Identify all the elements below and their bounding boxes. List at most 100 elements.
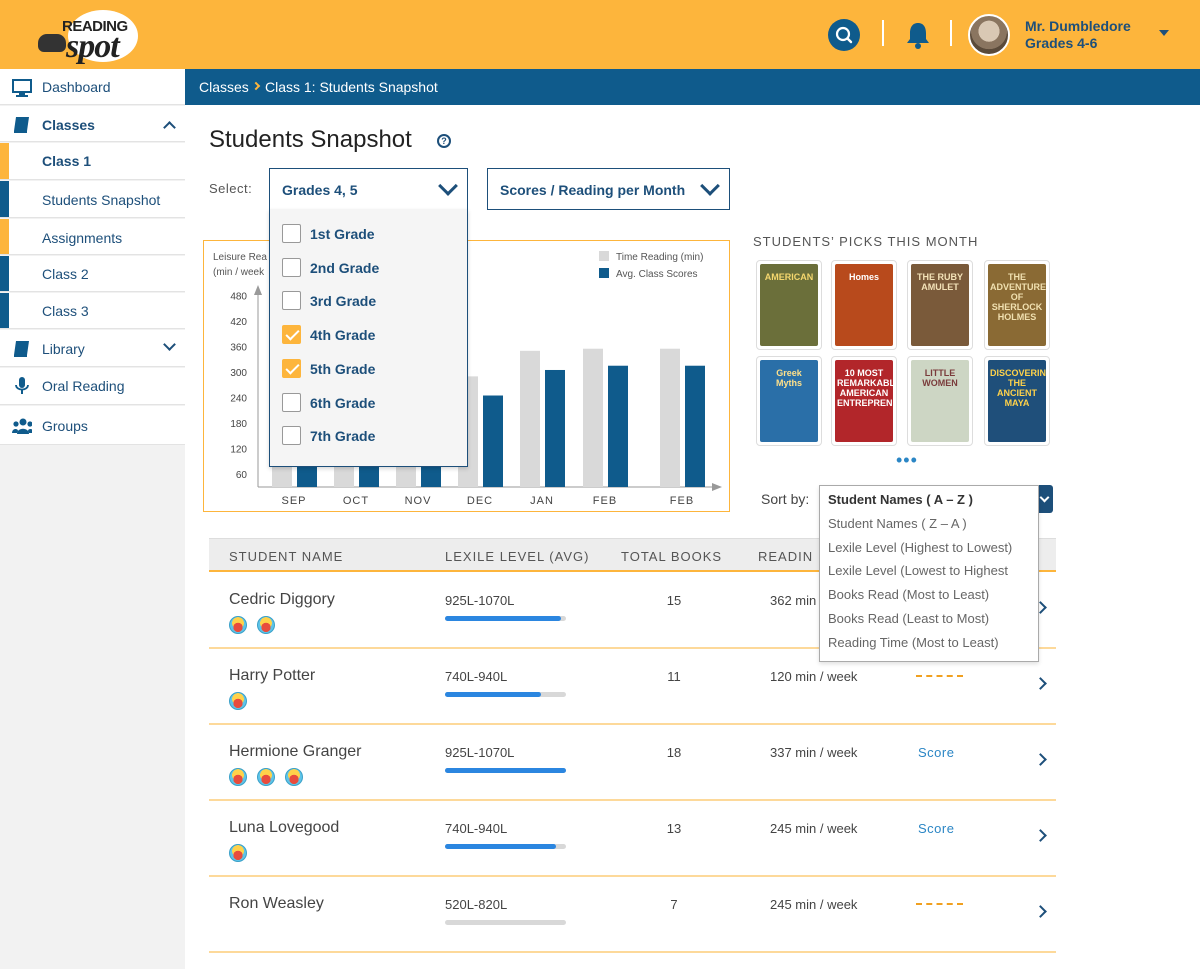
chevron-right-icon[interactable]: [1034, 905, 1047, 918]
sort-option[interactable]: Books Read (Least to Most): [828, 611, 990, 626]
grade-checkbox[interactable]: [282, 325, 301, 345]
book-cover[interactable]: Greek Myths: [756, 356, 822, 446]
sidebar-item-label: Groups: [42, 418, 88, 434]
logo-bottom-text: spot: [66, 28, 120, 65]
grade-select-value: Grades 4, 5: [282, 182, 358, 198]
sidebar-item-library[interactable]: Library: [0, 330, 185, 367]
sort-option[interactable]: Reading Time (Most to Least): [828, 634, 999, 650]
metric-select[interactable]: Scores / Reading per Month: [487, 168, 730, 210]
chevron-right-icon[interactable]: [1034, 829, 1047, 842]
reading-badge-icon: [229, 692, 247, 710]
sort-toggle-button[interactable]: [1037, 485, 1053, 513]
sidebar-item-groups[interactable]: Groups: [0, 406, 185, 445]
student-name[interactable]: Cedric Diggory: [229, 591, 335, 608]
chevron-down-icon[interactable]: [163, 338, 176, 351]
sidebar-item-label: Oral Reading: [42, 378, 125, 394]
sidebar-item-students-snapshot[interactable]: Students Snapshot: [0, 181, 185, 218]
column-header-reading[interactable]: READIN: [758, 549, 814, 564]
grade-option-label: 4th Grade: [310, 327, 376, 344]
chart-y-tick-label: 60: [236, 470, 248, 481]
grade-option-label: 3rd Grade: [310, 293, 377, 310]
student-name[interactable]: Harry Potter: [229, 667, 316, 684]
reading-time: 120 min / week: [770, 669, 858, 684]
header-divider: [882, 20, 884, 46]
sidebar-accent-bar: [0, 293, 9, 328]
metric-select-value: Scores / Reading per Month: [500, 182, 686, 198]
avatar[interactable]: [968, 14, 1010, 56]
table-row[interactable]: Luna Lovegood 740L-940L 13 245 min / week Sc…: [209, 801, 1056, 877]
grade-checkbox[interactable]: [282, 257, 301, 277]
grade-select[interactable]: Grades 4, 5: [269, 168, 468, 210]
search-button[interactable]: [828, 19, 860, 51]
column-header-lexile[interactable]: LEXILE LEVEL (AVG): [445, 549, 590, 564]
help-icon[interactable]: ?: [437, 134, 451, 148]
book-cover[interactable]: DISCOVERING THE ANCIENT MAYA: [984, 356, 1050, 446]
chevron-down-icon: [700, 176, 720, 196]
sidebar-item-class-3[interactable]: Class 3: [0, 293, 185, 329]
book-cover[interactable]: LITTLE WOMEN: [907, 356, 973, 446]
sort-option[interactable]: Lexile Level (Highest to Lowest): [828, 539, 1013, 555]
grade-checkbox[interactable]: [282, 358, 301, 378]
sidebar-item-classes[interactable]: Classes: [0, 106, 185, 142]
grade-checkbox[interactable]: [282, 291, 301, 311]
chart-bar-score: [608, 365, 628, 487]
book-cover[interactable]: 10 MOST REMARKABLE AMERICAN ENTREPRENEUR…: [831, 356, 897, 446]
user-name[interactable]: Mr. Dumbledore: [1025, 18, 1131, 34]
lexile-level: 925L-1070L: [445, 745, 515, 760]
score-link[interactable]: Score: [918, 745, 955, 760]
book-cover[interactable]: Homes: [831, 260, 897, 350]
book-cover[interactable]: THE RUBY AMULET: [907, 260, 973, 350]
total-books: 11: [667, 669, 681, 684]
student-name[interactable]: Ron Weasley: [229, 895, 324, 912]
chart-bar-score: [545, 369, 565, 487]
chart-y-tick-label: 240: [230, 394, 247, 405]
sidebar-item-class-1[interactable]: Class 1: [0, 143, 185, 180]
sort-option[interactable]: Lexile Level (Lowest to Highest: [828, 563, 1008, 579]
table-row[interactable]: Hermione Granger 925L-1070L 18 337 min / we…: [209, 725, 1056, 801]
logo-circle: [68, 10, 138, 62]
lexile-level: 740L-940L: [445, 669, 508, 684]
sort-option[interactable]: Student Names ( A – Z ): [828, 492, 973, 507]
sidebar-item-assignments[interactable]: Assignments: [0, 219, 185, 255]
user-grades[interactable]: Grades 4-6: [1025, 35, 1098, 51]
reading-spot-logo[interactable]: READING spot: [38, 10, 138, 65]
breadcrumb-classes-link[interactable]: Classes: [199, 79, 249, 95]
chart-y-tick-label: 360: [230, 343, 247, 354]
table-row[interactable]: Ron Weasley 520L-820L 7 245 min / week: [209, 877, 1056, 953]
chart-x-tick-label: OCT: [343, 495, 369, 507]
table-row[interactable]: Harry Potter 740L-940L 11 120 min / week: [209, 649, 1056, 725]
reading-time: 245 min / week: [770, 821, 858, 836]
book-cover[interactable]: THE ADVENTURES OF SHERLOCK HOLMES: [984, 260, 1050, 350]
column-header-books[interactable]: TOTAL BOOKS: [621, 549, 723, 564]
grade-checkbox[interactable]: [282, 224, 301, 243]
book-title: Homes: [848, 272, 879, 282]
notifications-button[interactable]: [904, 20, 932, 50]
student-name[interactable]: Hermione Granger: [229, 743, 362, 760]
book-title: 10 MOST REMARKABLE AMERICAN ENTREPRENEUR…: [837, 368, 893, 408]
reading-time: 362 min: [770, 593, 817, 608]
chevron-right-icon[interactable]: [1034, 677, 1047, 690]
reading-time: 337 min / week: [770, 745, 858, 760]
sidebar-item-label: Class 3: [42, 303, 89, 319]
student-name[interactable]: Luna Lovegood: [229, 819, 340, 836]
chevron-right-icon[interactable]: [1034, 753, 1047, 766]
grade-checkbox[interactable]: [282, 392, 301, 412]
score-link[interactable]: Score: [918, 821, 955, 836]
reading-time: 245 min / week: [770, 897, 858, 912]
chevron-up-icon[interactable]: [163, 121, 176, 134]
sidebar-item-oral-reading[interactable]: Oral Reading: [0, 368, 185, 405]
sidebar-item-class-2[interactable]: Class 2: [0, 256, 185, 292]
grade-dropdown-list: 1st Grade 2nd Grade 3rd Grade 4th Grade 5th …: [269, 209, 468, 467]
chevron-down-icon[interactable]: [1159, 30, 1169, 36]
column-header-name[interactable]: STUDENT NAME: [229, 549, 344, 564]
groups-icon: [12, 418, 32, 434]
book-title: AMERICAN: [764, 272, 814, 282]
sort-option[interactable]: Student Names ( Z – A ): [828, 515, 967, 531]
more-books-button[interactable]: •••: [896, 450, 918, 470]
sidebar-item-dashboard[interactable]: Dashboard: [0, 69, 185, 105]
book-cover[interactable]: AMERICAN: [756, 260, 822, 350]
lexile-progress-bar: [445, 692, 566, 697]
sort-option[interactable]: Books Read (Most to Least): [828, 587, 990, 603]
grade-checkbox[interactable]: [282, 426, 301, 446]
table-row[interactable]: Cedric Diggory 925L-1070L 15 362 min: [209, 573, 1056, 649]
